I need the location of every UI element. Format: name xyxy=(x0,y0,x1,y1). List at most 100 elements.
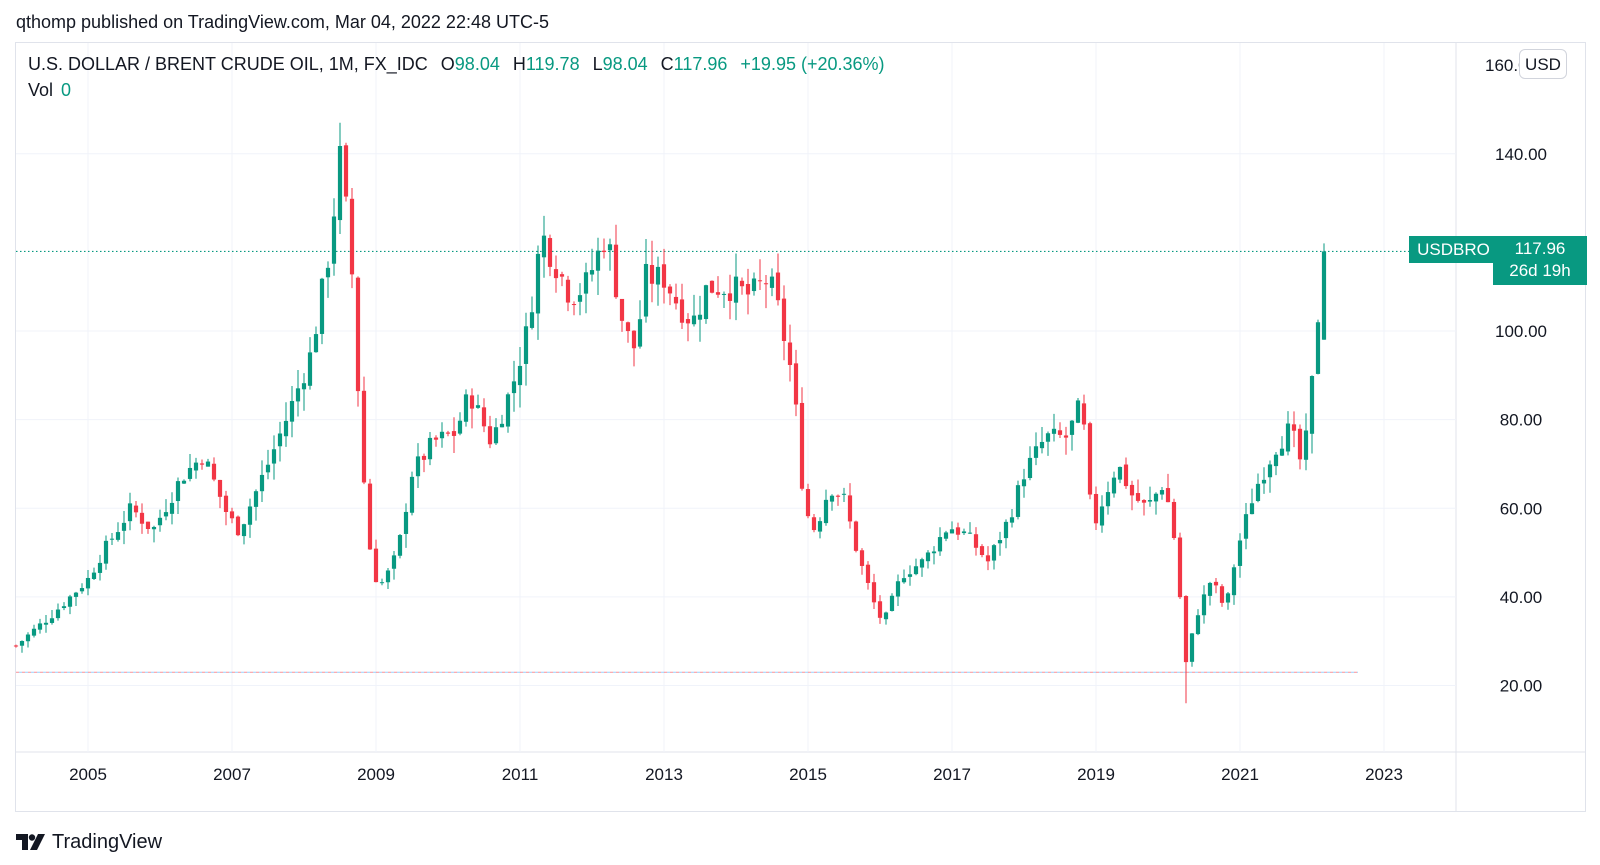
candle-body xyxy=(709,280,715,293)
candle-body xyxy=(1087,423,1093,495)
candle-body xyxy=(421,455,427,460)
currency-button[interactable]: USD xyxy=(1519,49,1567,79)
candle-up xyxy=(163,499,169,521)
candle-up xyxy=(37,618,43,634)
candle-down xyxy=(1093,486,1099,530)
candle-up xyxy=(427,432,433,466)
candle-up xyxy=(895,574,901,606)
candle-body xyxy=(985,555,991,562)
footer-logo[interactable]: TradingView xyxy=(16,830,162,854)
candle-body xyxy=(61,606,67,609)
candle-body xyxy=(973,534,979,548)
candle-up xyxy=(127,492,133,531)
bar-countdown: 26d 19h xyxy=(1509,261,1571,280)
candle-body xyxy=(1243,514,1249,539)
candle-body xyxy=(1267,464,1273,478)
candle-body xyxy=(277,433,283,447)
candle-body xyxy=(433,437,439,440)
candle-up xyxy=(529,296,535,330)
candle-down xyxy=(553,255,559,293)
candle-up xyxy=(511,360,517,412)
candle-body xyxy=(757,280,763,282)
candle-body xyxy=(67,596,73,607)
candle-down xyxy=(859,548,865,575)
candle-body xyxy=(193,462,199,471)
time-tick-label: 2013 xyxy=(645,765,683,784)
candle-down xyxy=(775,253,781,306)
candle-body xyxy=(1051,428,1057,434)
candle-up xyxy=(1255,473,1261,503)
candles xyxy=(13,122,1327,704)
candle-body xyxy=(397,535,403,556)
candle-down xyxy=(739,277,745,295)
candle-up xyxy=(205,458,211,467)
candle-up xyxy=(1207,581,1213,606)
candle-body xyxy=(289,401,295,422)
candle-up xyxy=(289,386,295,438)
candle-body xyxy=(1255,483,1261,502)
candle-down xyxy=(571,301,577,316)
candle-body xyxy=(919,559,925,568)
candle-up xyxy=(943,530,949,542)
candle-down xyxy=(619,298,625,332)
candle-up xyxy=(265,449,271,480)
candle-body xyxy=(877,601,883,618)
volume-legend: Vol 0 xyxy=(28,80,71,101)
chart-frame[interactable] xyxy=(15,42,1586,812)
candle-body xyxy=(427,437,433,460)
candle-body xyxy=(1069,420,1075,435)
chart-legend: U.S. DOLLAR / BRENT CRUDE OIL, 1M, FX_ID… xyxy=(28,54,885,75)
candle-up xyxy=(1039,426,1045,454)
candle-body xyxy=(31,628,37,636)
candle-up xyxy=(337,122,343,234)
candle-body xyxy=(1099,506,1105,526)
candle-body xyxy=(505,394,511,427)
candle-up xyxy=(175,477,181,515)
candle-up xyxy=(1159,486,1165,500)
candle-body xyxy=(721,293,727,295)
candle-down xyxy=(1141,499,1147,516)
candle-up xyxy=(697,295,703,342)
candle-up xyxy=(91,567,97,581)
candle-body xyxy=(481,407,487,427)
candle-down xyxy=(1291,411,1297,448)
candle-body xyxy=(1063,435,1069,438)
candle-up xyxy=(319,277,325,345)
price-tick-label: 20.00 xyxy=(1500,677,1543,696)
time-tick-label: 2007 xyxy=(213,765,251,784)
candle-up xyxy=(949,521,955,534)
candle-up xyxy=(43,614,49,633)
candle-up xyxy=(49,610,55,625)
candle-body xyxy=(181,480,187,484)
candle-up xyxy=(517,347,523,408)
candle-body xyxy=(955,527,961,535)
candle-body xyxy=(301,383,307,390)
last-price-value: 117.96 xyxy=(1514,239,1566,258)
candle-body xyxy=(1153,493,1159,502)
candle-body xyxy=(961,531,967,534)
candle-body xyxy=(403,511,409,534)
candle-body xyxy=(937,537,943,552)
candle-body xyxy=(1171,501,1177,539)
candle-body xyxy=(1045,433,1051,442)
candle-body xyxy=(199,463,205,465)
candle-up xyxy=(295,369,301,417)
candle-up xyxy=(493,418,499,446)
candle-up xyxy=(253,489,259,521)
candle-down xyxy=(373,539,379,583)
time-tick-label: 2021 xyxy=(1221,765,1259,784)
candle-down xyxy=(679,283,685,329)
candle-body xyxy=(685,319,691,324)
candle-down xyxy=(1081,394,1087,430)
price-axis: 20.0040.0060.0080.00100.00140.00160.0012… xyxy=(1485,56,1547,695)
legend-symbol: U.S. DOLLAR / BRENT CRUDE OIL, 1M, FX_ID… xyxy=(28,54,428,74)
candle-body xyxy=(97,562,103,573)
candle-body xyxy=(727,293,733,301)
candle-up xyxy=(907,565,913,586)
candle-down xyxy=(1063,426,1069,455)
candle-down xyxy=(1165,473,1171,503)
candle-body xyxy=(1231,567,1237,596)
candle-body xyxy=(715,292,721,295)
candle-body xyxy=(793,363,799,405)
